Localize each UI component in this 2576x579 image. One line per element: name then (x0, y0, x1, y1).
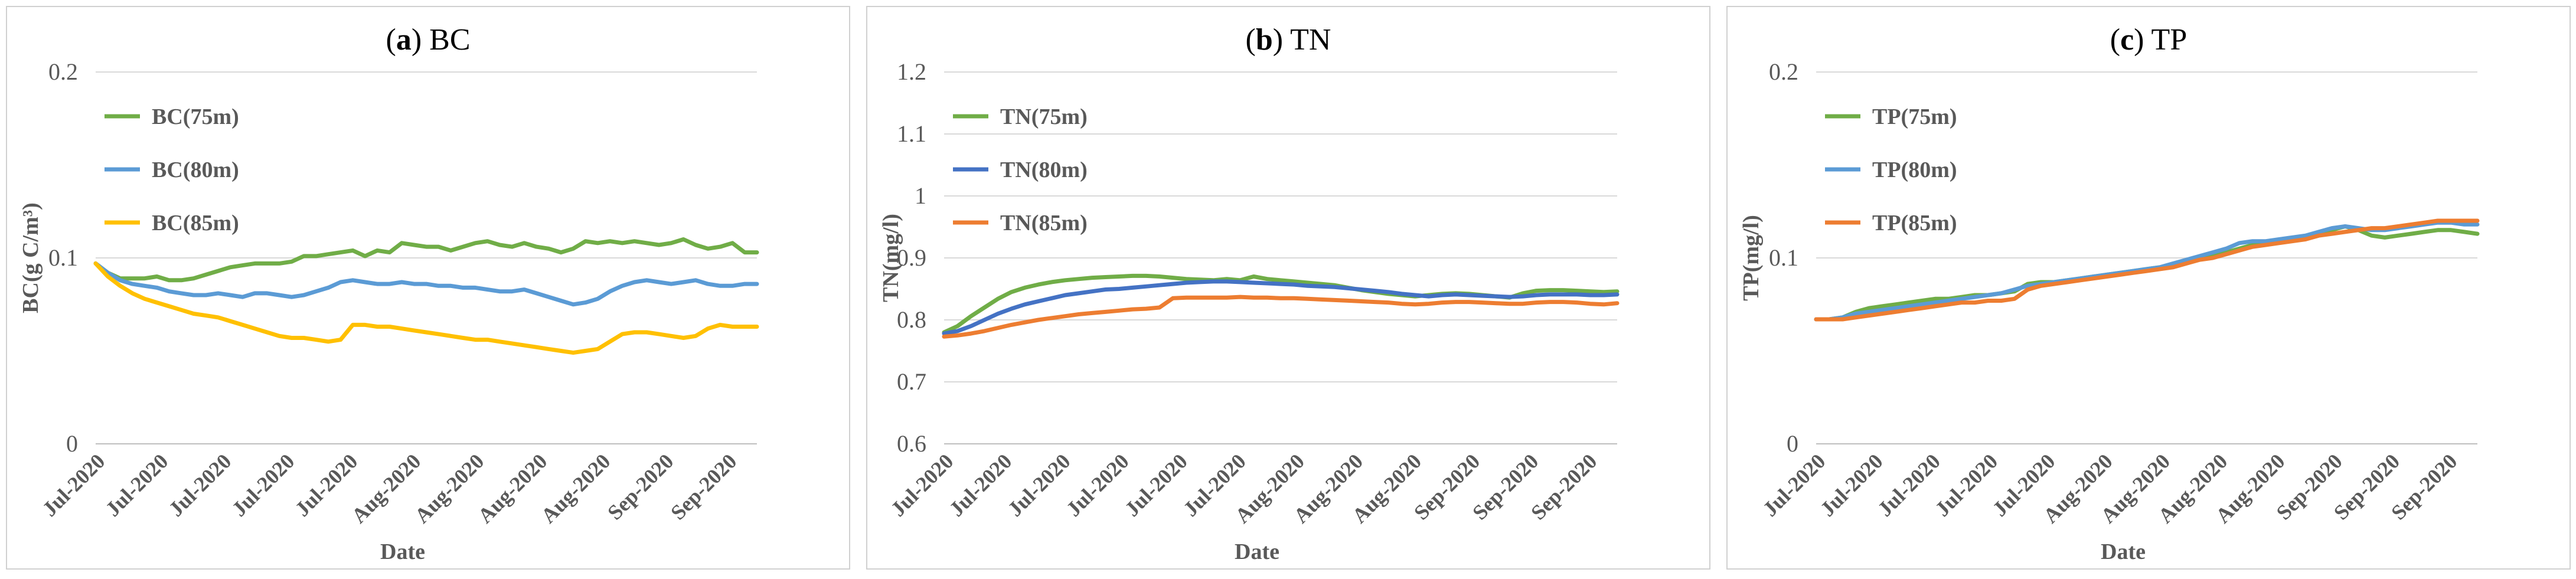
y-tick-label: 0 (1787, 430, 1798, 457)
x-tick-label: Jul-2020 (101, 449, 173, 521)
legend-label-2: TN(85m) (1000, 211, 1088, 235)
chart-title-letter: c (2120, 23, 2134, 57)
legend-label-0: TN(75m) (1000, 104, 1088, 129)
legend-label-0: BC(75m) (152, 104, 239, 129)
x-tick-label: Jul-2020 (1931, 449, 2003, 521)
chart-panel-tp: (c) TP 0 0.1 0.2 Jul-2020 Jul-2020 Jul-2020 Jul… (1726, 6, 2571, 570)
x-tick-label: Jul-2020 (886, 449, 958, 521)
series-line-1 (942, 279, 1620, 336)
chart-title-letter: b (1256, 23, 1273, 57)
series-line-2 (93, 261, 759, 355)
y-tick-label: 1.1 (897, 120, 926, 147)
y-tick-label: 1.2 (897, 58, 926, 85)
x-tick-label: Sep-2020 (666, 449, 741, 524)
chart-panel-tn: (b) TN 0.6 0.7 0.8 0.9 1 1.1 1.2 Jul-2020 Jul-202… (866, 6, 1710, 570)
chart-title: (b) TN (1246, 23, 1331, 57)
legend-label-0: TP(75m) (1872, 104, 1957, 129)
chart-title: (c) TP (2110, 23, 2187, 57)
x-axis-label: Date (380, 539, 425, 564)
x-tick-label: Jul-2020 (1816, 449, 1888, 521)
x-tick-label: Jul-2020 (945, 449, 1017, 521)
x-tick-label: Aug-2020 (474, 449, 552, 528)
y-tick-label: 0 (66, 430, 78, 457)
y-axis-label: TP(mg/l) (1739, 215, 1764, 301)
x-tick-label: Jul-2020 (1062, 449, 1134, 521)
x-tick-label: Jul-2020 (38, 449, 110, 521)
series-line-1 (93, 261, 759, 307)
x-tick-label: Jul-2020 (1120, 449, 1192, 521)
y-tick-label: 0.1 (48, 244, 78, 271)
x-tick-label: Jul-2020 (227, 449, 299, 521)
x-tick-label: Jul-2020 (1758, 449, 1830, 521)
chart-title-letter: a (396, 23, 412, 57)
legend-label-1: TN(80m) (1000, 158, 1088, 182)
y-tick-label: 0.6 (897, 430, 926, 457)
x-tick-label: Sep-2020 (1526, 449, 1601, 524)
x-tick-label: Sep-2020 (603, 449, 678, 524)
legend-label-1: BC(80m) (152, 158, 239, 182)
x-tick-label: Aug-2020 (347, 449, 426, 528)
y-axis-label: TN(mg/l) (879, 214, 903, 302)
x-axis-label: Date (2101, 539, 2146, 564)
series-line-2 (942, 295, 1620, 339)
y-tick-label: 0.9 (897, 244, 926, 271)
chart-panel-bc: (a) BC 0 0.1 0.2 Jul-2020 Jul-2020 Jul-2020 Jul… (6, 6, 850, 570)
x-axis-label: Date (1235, 539, 1279, 564)
chart-title: (a) BC (386, 23, 470, 57)
series-line-2 (1814, 218, 2480, 322)
x-tick-label: Aug-2020 (537, 449, 615, 528)
chart-tn: (b) TN0.60.70.80.911.11.2Jul-2020Jul-202… (879, 23, 1620, 564)
chart-tp: (c) TP00.10.2Jul-2020Jul-2020Jul-2020Jul… (1739, 23, 2480, 564)
legend-label-2: BC(85m) (152, 211, 239, 235)
y-tick-label: 0.8 (897, 306, 926, 333)
y-tick-label: 1 (915, 182, 926, 209)
x-tick-label: Jul-2020 (164, 449, 236, 521)
y-axis-label: BC(g C/m³) (18, 202, 43, 313)
y-tick-label: 0.2 (1769, 58, 1798, 85)
legend-label-2: TP(85m) (1872, 211, 1957, 235)
y-tick-label: 0.2 (48, 58, 78, 85)
y-tick-label: 0.7 (897, 368, 926, 395)
series-line-0 (93, 237, 759, 283)
x-tick-label: Jul-2020 (1873, 449, 1945, 521)
y-tick-label: 0.1 (1769, 244, 1798, 271)
x-tick-label: Jul-2020 (1003, 449, 1075, 521)
legend-label-1: TP(80m) (1872, 158, 1957, 182)
chart-bc: (a) BC00.10.2Jul-2020Jul-2020Jul-2020Jul… (18, 23, 759, 564)
x-tick-label: Aug-2020 (410, 449, 489, 528)
